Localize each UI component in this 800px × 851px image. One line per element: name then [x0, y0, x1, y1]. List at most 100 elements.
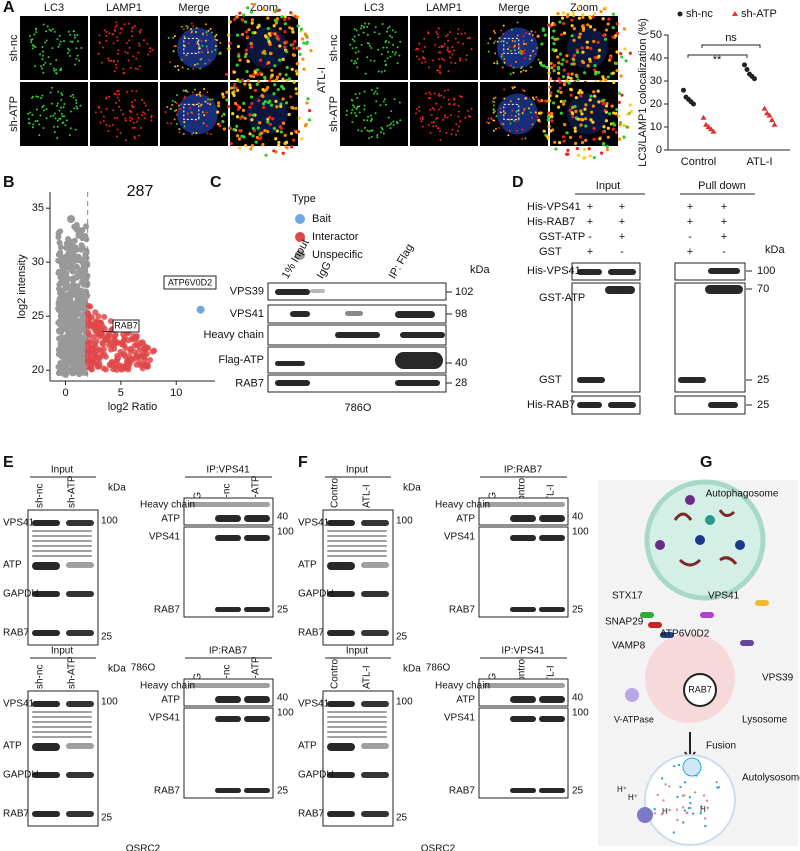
puncta: [202, 33, 205, 36]
puncta: [300, 137, 304, 141]
band: [66, 591, 94, 597]
puncta: [553, 23, 557, 27]
lane-label: Control: [517, 476, 528, 508]
puncta: [52, 114, 55, 117]
cloud-point: [69, 352, 76, 359]
puncta: [116, 128, 119, 131]
lane-label: 1% Input: [280, 237, 312, 281]
input-title: Input: [346, 646, 368, 657]
puncta: [76, 40, 79, 43]
puncta: [508, 118, 511, 121]
puncta: [617, 100, 621, 105]
puncta: [128, 39, 131, 42]
puncta: [216, 123, 219, 126]
puncta: [59, 40, 62, 43]
puncta: [231, 91, 235, 95]
puncta: [147, 53, 150, 56]
puncta: [249, 10, 254, 14]
puncta: [414, 112, 417, 115]
puncta: [279, 104, 283, 109]
cloud-point: [67, 329, 74, 336]
puncta: [183, 125, 186, 128]
puncta: [509, 100, 512, 103]
puncta: [366, 33, 369, 36]
puncta: [41, 67, 44, 70]
puncta: [577, 5, 581, 9]
row-label: ATP: [298, 560, 317, 571]
puncta: [276, 87, 280, 92]
row-label: RAB7: [298, 628, 325, 639]
puncta: [247, 28, 251, 32]
puncta: [611, 121, 615, 125]
count-label: 287: [127, 183, 154, 200]
nucleus: [177, 93, 218, 135]
row-label: VPS41: [3, 699, 35, 710]
puncta: [295, 72, 299, 76]
puncta: [173, 118, 176, 121]
puncta: [529, 54, 532, 57]
puncta: [249, 147, 253, 151]
puncta: [118, 93, 121, 96]
puncta: [515, 129, 518, 132]
row-label: ATP: [456, 695, 475, 706]
row-label: GAPDH: [298, 770, 334, 781]
puncta: [133, 126, 136, 129]
puncta: [115, 24, 118, 27]
puncta: [565, 79, 569, 83]
puncta: [449, 114, 452, 117]
annotation: ATP6V0D2: [168, 277, 212, 287]
puncta: [458, 59, 461, 62]
band: [66, 520, 94, 526]
puncta: [112, 60, 115, 63]
puncta: [614, 112, 618, 116]
puncta: [56, 125, 59, 128]
puncta: [51, 28, 54, 31]
puncta: [69, 55, 72, 58]
cloud-point: [69, 359, 76, 366]
blot: [183, 526, 274, 618]
puncta: [232, 70, 237, 74]
puncta: [617, 114, 621, 118]
puncta: [536, 34, 540, 38]
cloud-point: [65, 312, 72, 319]
puncta: [415, 107, 418, 110]
puncta: [572, 62, 576, 66]
puncta: [256, 72, 260, 76]
band: [327, 736, 387, 738]
label: Fusion: [706, 741, 736, 752]
puncta: [374, 26, 377, 29]
puncta: [211, 98, 214, 101]
puncta: [55, 59, 58, 62]
puncta: [129, 119, 132, 122]
cloud-point: [66, 285, 73, 292]
puncta: [112, 124, 115, 127]
puncta: [626, 112, 630, 116]
lane-label: sh-ATP: [67, 656, 78, 689]
puncta: [131, 127, 134, 130]
puncta: [550, 111, 554, 116]
marker-label: 40: [572, 512, 584, 523]
band: [327, 530, 387, 532]
puncta: [592, 39, 596, 44]
puncta: [446, 33, 449, 36]
puncta: [105, 35, 108, 38]
marker-label: 25: [757, 374, 769, 386]
kda-label: kDa: [470, 264, 490, 276]
puncta: [58, 34, 61, 37]
puncta: [196, 40, 199, 43]
micrograph: [340, 82, 408, 146]
micrograph: [20, 82, 88, 146]
puncta: [591, 104, 595, 108]
puncta: [129, 66, 132, 69]
puncta: [521, 50, 524, 53]
band: [327, 540, 387, 542]
puncta: [305, 101, 309, 105]
puncta: [373, 31, 376, 34]
puncta: [422, 50, 425, 53]
puncta: [295, 15, 299, 19]
puncta: [253, 31, 257, 35]
puncta: [521, 137, 524, 140]
puncta: [250, 21, 254, 25]
puncta: [131, 117, 134, 120]
puncta: [243, 20, 248, 24]
